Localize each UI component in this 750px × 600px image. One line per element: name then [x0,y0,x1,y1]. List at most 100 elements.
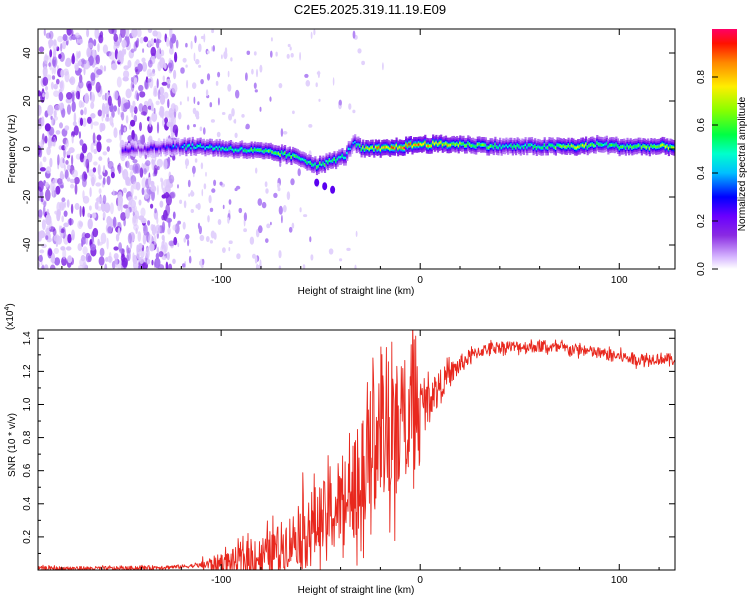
ridge-cell [185,147,188,150]
ridge-cell [357,143,360,146]
noise-speckle [153,38,157,43]
ridge-cell [237,149,241,152]
noise-speckle [265,188,269,194]
ridge-cell [301,158,304,161]
noise-speckle [148,177,151,186]
noise-speckle [273,192,278,198]
ridge-cell [279,154,282,157]
noise-speckle [41,219,46,231]
noise-speckle [96,141,102,153]
ridge-cell [355,144,358,147]
noise-speckle [130,119,136,127]
ridge-cell [438,142,441,145]
noise-speckle [132,214,137,224]
noise-speckle [174,51,178,63]
noise-speckle [279,162,282,167]
noise-speckle [151,158,155,165]
noise-speckle [209,207,214,212]
noise-speckle [123,70,130,79]
noise-speckle [158,251,164,258]
ridge-cell [562,144,565,147]
ridge-cell [129,149,132,152]
noise-speckle [115,233,120,242]
noise-speckle [58,181,64,188]
ridge-cell [264,149,268,152]
ridge-cell [392,146,395,149]
noise-speckle [167,227,171,235]
ridge-cell [451,142,454,145]
noise-speckle [156,247,159,254]
noise-speckle [39,190,44,199]
noise-speckle [45,189,51,202]
ridge-cell [669,145,672,148]
noise-speckle [304,73,309,78]
ridge-cell [188,144,191,147]
noise-speckle [126,244,129,254]
ridge-cell [257,148,260,151]
ridge-cell [464,144,467,147]
ridge-cell [244,149,247,152]
noise-speckle [90,113,96,119]
ridge-cell [534,144,537,148]
ridge-cell [387,146,390,149]
noise-speckle [195,115,200,120]
ridge-cell [378,146,381,149]
ridge-cell [226,148,229,151]
noise-speckle [230,57,233,62]
noise-speckle [138,199,142,206]
ridge-cell [315,166,319,169]
ridge-cell [128,149,131,152]
noise-speckle [97,164,101,176]
noise-speckle [253,82,257,89]
y-tick-label: -40 [22,237,33,252]
spectrogram-y-label: Frequency (Hz) [7,115,18,184]
noise-speckle [82,59,87,65]
noise-speckle [112,216,117,228]
noise-speckle [150,46,157,57]
noise-speckle [212,45,215,52]
noise-speckle [113,90,119,101]
ridge-cell [593,144,596,147]
noise-speckle [167,98,170,109]
noise-speckle [221,112,226,115]
y-tick-label: 1.0 [22,397,33,411]
colorbar-tick-label: 0.0 [696,262,707,276]
ridge-cell [382,146,385,149]
ridge-cell [362,146,365,149]
ridge-cell [288,153,291,156]
noise-speckle [56,209,62,217]
ridge-cell [370,146,373,149]
noise-speckle [197,222,201,229]
ridge-cell [608,144,612,147]
ridge-cell [457,144,460,147]
ridge-cell [131,147,134,150]
ridge-cell [159,147,162,150]
ridge-cell [255,149,258,152]
noise-speckle [56,78,60,85]
noise-speckle [60,246,65,251]
ridge-cell [672,146,675,149]
noise-speckle [130,184,134,197]
noise-speckle [53,48,57,58]
noise-speckle [346,247,351,251]
noise-speckle [150,185,157,193]
noise-speckle [102,151,108,156]
noise-speckle [122,76,129,82]
ridge-cell [210,145,213,148]
noise-speckle [249,236,255,245]
ridge-cell [556,143,559,147]
noise-speckle [46,225,52,231]
ridge-cell [169,146,172,149]
noise-speckle [94,29,100,39]
noise-speckle [82,246,88,255]
noise-speckle [63,68,69,76]
ridge-cell [140,149,143,152]
noise-speckle [117,227,121,236]
noise-speckle [259,64,263,73]
ridge-blob [314,178,320,187]
ridge-cell [271,151,274,154]
noise-speckle [186,124,190,131]
y-tick-label: 0.4 [22,496,33,510]
ridge-cell [481,143,484,146]
ridge-cell [158,146,161,149]
